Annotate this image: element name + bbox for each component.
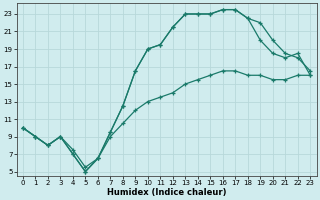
- X-axis label: Humidex (Indice chaleur): Humidex (Indice chaleur): [107, 188, 226, 197]
